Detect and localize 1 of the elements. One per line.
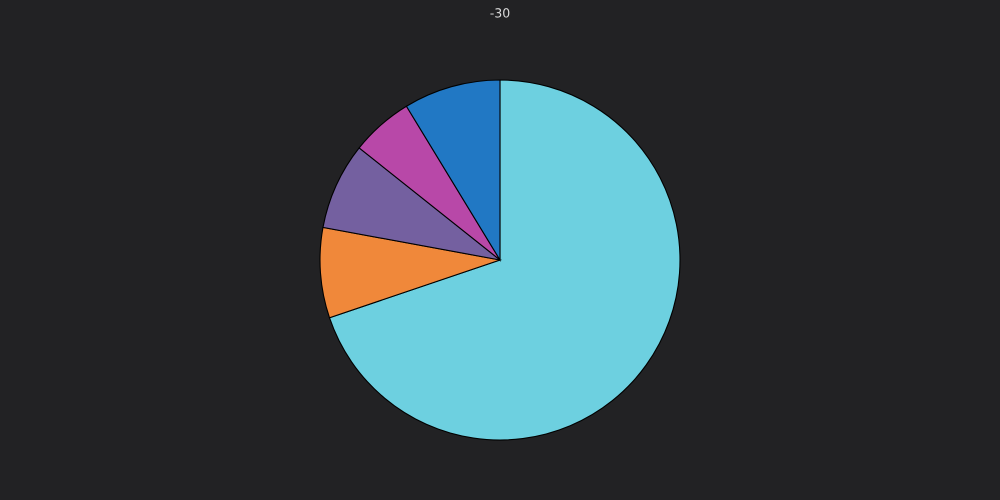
chart-title: -30	[490, 8, 510, 18]
